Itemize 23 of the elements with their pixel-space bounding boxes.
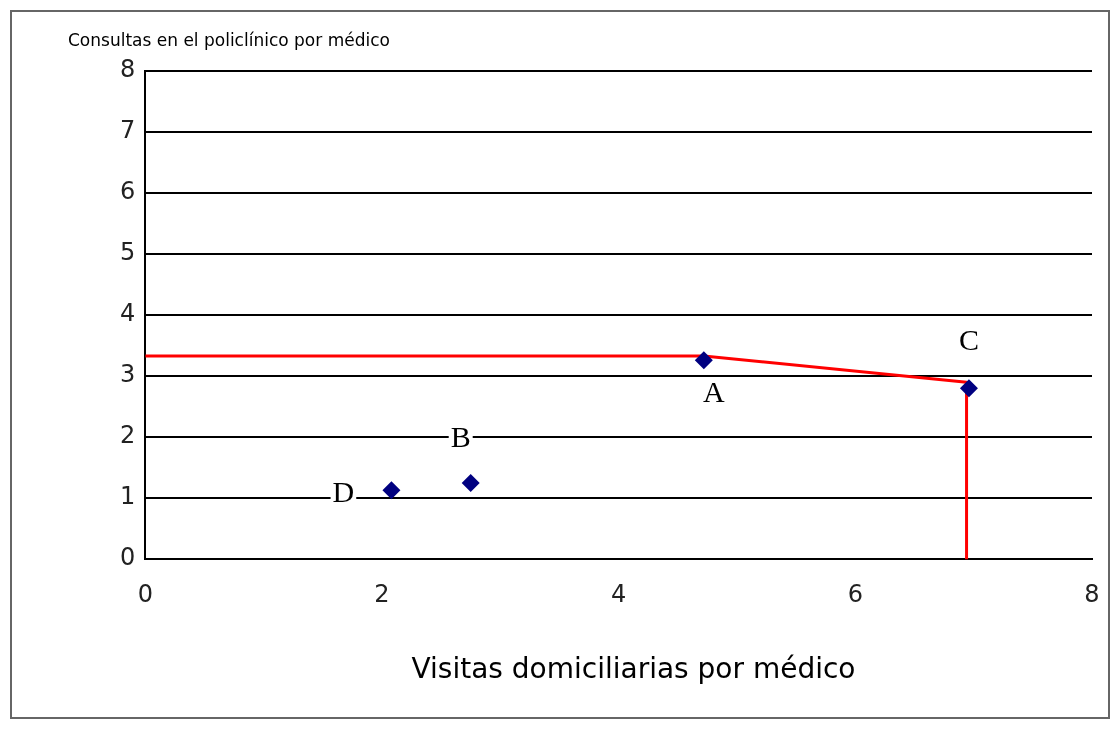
y-tick-label: 7 xyxy=(119,116,136,145)
data-label: D xyxy=(332,475,355,509)
y-tick-label: 2 xyxy=(119,421,136,450)
data-label: C xyxy=(958,323,979,357)
x-axis-title: Visitas domiciliarias por médico xyxy=(410,652,857,685)
y-tick-label: 1 xyxy=(119,482,136,511)
data-label: A xyxy=(703,375,725,409)
y-tick-label: 8 xyxy=(119,55,136,84)
x-tick-label: 2 xyxy=(374,579,390,608)
y-tick-label: 3 xyxy=(119,360,136,389)
x-tick-label: 4 xyxy=(610,579,627,608)
point xyxy=(461,473,480,492)
point xyxy=(959,379,978,398)
y-axis-title: Consultas en el policlínico por médico xyxy=(68,30,390,50)
x-tick-label: 8 xyxy=(1084,579,1100,608)
point xyxy=(694,351,713,370)
point xyxy=(382,481,401,500)
x-tick-label: 6 xyxy=(847,579,863,608)
y-tick-label: 0 xyxy=(119,543,136,572)
data-label: B xyxy=(450,419,471,453)
y-tick-label: 5 xyxy=(119,238,136,267)
y-tick-label: 4 xyxy=(119,299,136,328)
y-tick-label: 6 xyxy=(119,177,136,206)
